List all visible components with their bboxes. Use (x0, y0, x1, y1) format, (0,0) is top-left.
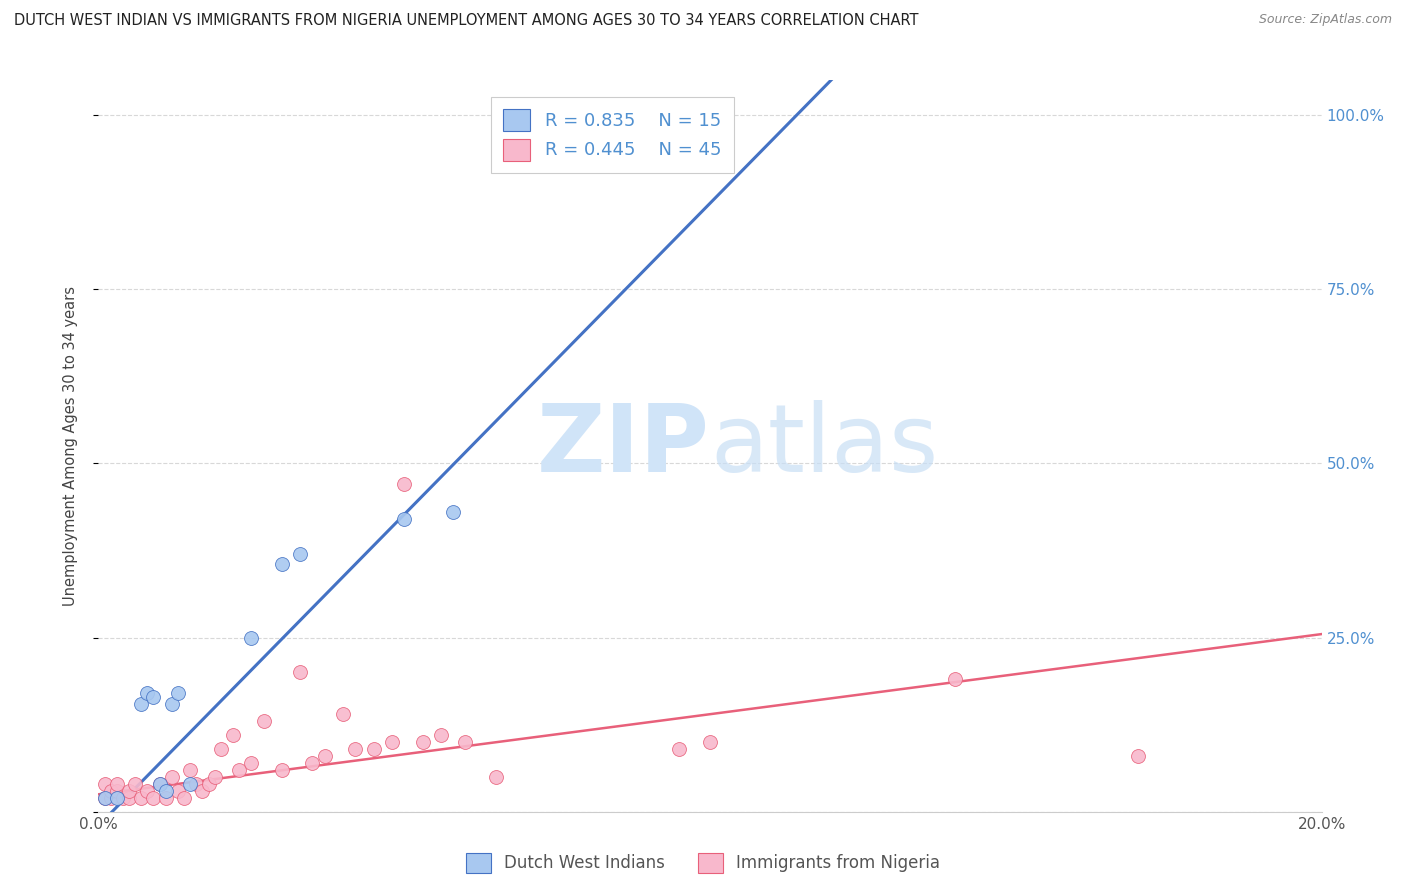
Point (149, 777, 172, 791)
Point (124, 777, 146, 791)
Point (290, 665, 312, 680)
Point (155, 790, 177, 805)
Point (228, 763, 250, 777)
Point (105, 777, 128, 791)
Point (167, 784, 190, 798)
Point (129, 697, 152, 711)
Point (270, 558, 292, 572)
Point (454, 735, 477, 749)
Point (222, 728, 245, 742)
Point (136, 784, 159, 798)
Point (332, 707, 354, 722)
Point (111, 790, 134, 805)
Point (943, 673, 966, 687)
Point (392, 477, 416, 491)
Point (430, 728, 453, 742)
Text: ZIP: ZIP (537, 400, 710, 492)
Y-axis label: Unemployment Among Ages 30 to 34 years: Unemployment Among Ages 30 to 34 years (63, 286, 77, 606)
Point (301, 756, 323, 770)
Point (142, 790, 165, 805)
Point (142, 690, 165, 704)
Text: DUTCH WEST INDIAN VS IMMIGRANTS FROM NIGERIA UNEMPLOYMENT AMONG AGES 30 TO 34 YE: DUTCH WEST INDIAN VS IMMIGRANTS FROM NIG… (14, 13, 918, 29)
Point (668, 742, 690, 756)
Text: Source: ZipAtlas.com: Source: ZipAtlas.com (1258, 13, 1392, 27)
Legend: Dutch West Indians, Immigrants from Nigeria: Dutch West Indians, Immigrants from Nige… (458, 847, 948, 880)
Point (392, 512, 416, 526)
Point (100, 784, 122, 798)
Point (240, 756, 263, 770)
Point (485, 770, 508, 784)
Point (129, 790, 152, 805)
Point (100, 790, 122, 805)
Point (381, 735, 404, 749)
Point (699, 735, 721, 749)
Point (290, 547, 312, 561)
Point (191, 784, 214, 798)
Point (252, 714, 274, 728)
Point (160, 770, 183, 784)
Point (186, 777, 208, 791)
Point (118, 790, 141, 805)
Point (105, 784, 128, 798)
Point (314, 749, 336, 764)
Point (209, 742, 232, 756)
Point (160, 697, 183, 711)
Point (167, 686, 190, 700)
Point (344, 742, 367, 756)
Point (93, 790, 115, 805)
Point (93, 777, 115, 791)
Point (412, 735, 434, 749)
Point (173, 790, 195, 805)
Point (179, 777, 201, 791)
Legend: R = 0.835    N = 15, R = 0.445    N = 45: R = 0.835 N = 15, R = 0.445 N = 45 (491, 96, 734, 173)
Point (270, 763, 292, 777)
Point (136, 686, 159, 700)
Point (197, 777, 219, 791)
Point (118, 784, 141, 798)
Point (441, 505, 464, 519)
Point (155, 784, 177, 798)
Point (149, 777, 172, 791)
Text: atlas: atlas (710, 400, 938, 492)
Point (363, 742, 385, 756)
Point (179, 763, 201, 777)
Point (93, 790, 115, 805)
Point (1128, 749, 1150, 764)
Point (204, 770, 226, 784)
Point (240, 631, 263, 645)
Point (105, 790, 128, 805)
